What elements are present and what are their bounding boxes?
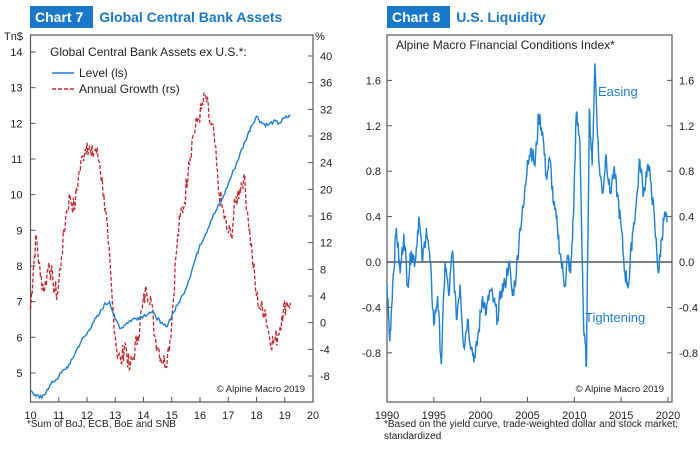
- chart7-right-axis-unit: %: [315, 31, 325, 43]
- chart7-x-tick-label: 11: [53, 410, 64, 422]
- chart7-right-tick-label: -4: [320, 344, 330, 356]
- chart8-right-tick-label: 1.6: [679, 75, 694, 87]
- chart8-right-tick-label: 1.2: [679, 121, 694, 133]
- chart8-x-tick-label: 1990: [375, 410, 399, 422]
- chart7-legend-growth-label: Annual Growth (rs): [79, 82, 180, 96]
- chart7-right-tick-label: 8: [320, 264, 326, 276]
- chart7-left-tick-label: 5: [16, 368, 22, 380]
- chart8-tightening-label: Tightening: [585, 310, 645, 325]
- chart7-right-tick-label: 28: [320, 131, 332, 143]
- chart7-left-tick-label: 7: [16, 297, 22, 309]
- chart7-x-tick-label: 17: [222, 410, 234, 422]
- chart7-x-tick-label: 16: [194, 410, 206, 422]
- chart8-x-tick-label: 1995: [422, 410, 446, 422]
- chart7-left-tick-label: 9: [16, 225, 22, 237]
- chart8-header: Chart 8 U.S. Liquidity: [387, 6, 546, 28]
- chart7-right-tick-label: 32: [320, 104, 332, 116]
- chart7-legend-level-label: Level (ls): [79, 66, 128, 80]
- chart7-left-tick-label: 14: [10, 47, 22, 59]
- chart8-footnote: *Based on the yield curve, trade-weighte…: [384, 419, 679, 442]
- chart7-left-tick-label: 6: [16, 332, 22, 344]
- chart7-header: Chart 7 Global Central Bank Assets: [30, 6, 282, 28]
- chart8-x-tick-label: 2015: [609, 410, 633, 422]
- chart7-level-line: [30, 114, 291, 400]
- chart7-left-tick-label: 10: [10, 190, 22, 202]
- chart7-inner-title: Global Central Bank Assets ex U.S.*:: [50, 45, 247, 59]
- chart7-x-tick-label: 12: [81, 410, 93, 422]
- chart8-title: U.S. Liquidity: [456, 9, 546, 25]
- chart7-x-tick-label: 15: [166, 410, 178, 422]
- chart7-x-tick-label: 13: [109, 410, 121, 422]
- chart7-right-tick-label: 4: [320, 291, 326, 303]
- chart7-left-tick-label: 11: [11, 154, 22, 166]
- chart7-copyright: © Alpine Macro 2019: [217, 384, 305, 395]
- chart8-number-badge: Chart 8: [387, 6, 451, 28]
- chart7-x-tick-label: 18: [250, 410, 262, 422]
- chart7-left-tick-label: 8: [16, 261, 22, 273]
- chart8-left-tick-label: -0.8: [362, 348, 381, 360]
- chart8-easing-label: Easing: [598, 84, 638, 99]
- chart8-right-tick-label: 0.4: [679, 212, 694, 224]
- chart7-title: Global Central Bank Assets: [99, 9, 283, 25]
- chart8-right-tick-label: -0.8: [679, 348, 698, 360]
- chart8-inner-title: Alpine Macro Financial Conditions Index*: [396, 38, 615, 52]
- chart8-plot-frame: [386, 34, 673, 403]
- chart8-right-tick-label: 0.0: [679, 257, 694, 269]
- chart8-copyright: © Alpine Macro 2019: [576, 384, 664, 395]
- chart7-left-tick-label: 13: [10, 83, 22, 95]
- chart7-right-tick-label: 40: [320, 51, 332, 63]
- chart7-footnote: *Sum of BoJ, ECB, BoE and SNB: [27, 419, 176, 430]
- chart8-fci-line: [386, 63, 668, 368]
- chart8-right-tick-label: -0.4: [679, 302, 698, 314]
- chart8-left-tick-label: 0.4: [366, 212, 381, 224]
- chart8-left-tick-label: 1.6: [366, 75, 381, 87]
- chart7-growth-line: [29, 92, 292, 372]
- chart7-number-badge: Chart 7: [30, 6, 94, 28]
- chart7-right-tick-label: 12: [320, 238, 332, 250]
- chart8-right-tick-label: 0.8: [679, 166, 694, 178]
- chart7-left-tick-label: 12: [10, 118, 22, 130]
- chart7-x-tick-label: 10: [24, 410, 36, 422]
- chart7-x-tick-label: 20: [307, 410, 319, 422]
- chart8-left-tick-label: 1.2: [366, 121, 381, 133]
- chart7-x-tick-label: 14: [137, 410, 149, 422]
- chart8-left-tick-label: 0.0: [366, 257, 381, 269]
- chart7-right-tick-label: 20: [320, 184, 332, 196]
- chart8-x-tick-label: 2010: [562, 410, 586, 422]
- chart7-x-tick-label: 19: [279, 410, 291, 422]
- chart8-left-tick-label: -0.4: [362, 302, 381, 314]
- chart8-x-tick-label: 2000: [468, 410, 492, 422]
- chart7-right-tick-label: 0: [320, 318, 326, 330]
- chart8-x-tick-label: 2005: [515, 410, 539, 422]
- chart8-x-tick-label: 2020: [656, 410, 680, 422]
- chart7-left-axis-unit: Tn$: [4, 31, 23, 43]
- chart8-left-tick-label: 0.8: [366, 166, 381, 178]
- chart7-right-tick-label: 24: [320, 158, 332, 170]
- chart7-right-tick-label: 16: [320, 211, 332, 223]
- chart7-right-tick-label: 36: [320, 78, 332, 90]
- chart7-right-tick-label: -8: [320, 371, 330, 383]
